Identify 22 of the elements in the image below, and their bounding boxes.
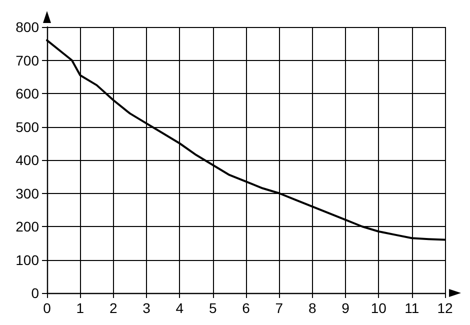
x-tick-label: 1 (76, 300, 84, 316)
x-tick-label: 4 (176, 300, 184, 316)
x-tick-label: 3 (142, 300, 151, 316)
y-tick-label: 300 (16, 185, 40, 202)
x-tick-label: 2 (109, 300, 118, 316)
x-tick-label: 10 (370, 300, 387, 316)
y-tick-label: 0 (31, 285, 40, 301)
x-tick-label: 12 (437, 300, 453, 316)
y-tick-label: 800 (16, 19, 40, 35)
y-tick-label: 400 (16, 152, 40, 168)
x-tick-label: 5 (208, 300, 217, 316)
y-tick-label: 500 (16, 118, 40, 135)
x-tick-label: 6 (242, 300, 250, 316)
y-tick-label: 100 (16, 252, 40, 268)
y-tick-label: 700 (16, 52, 40, 68)
x-tick-label: 9 (342, 300, 350, 316)
x-tick-label: 8 (308, 300, 316, 316)
y-tick-label: 200 (16, 218, 40, 234)
x-tick-label: 0 (43, 300, 52, 316)
x-tick-label: 7 (275, 300, 284, 316)
y-tick-label: 600 (16, 86, 40, 102)
x-tick-label: 11 (404, 300, 420, 316)
